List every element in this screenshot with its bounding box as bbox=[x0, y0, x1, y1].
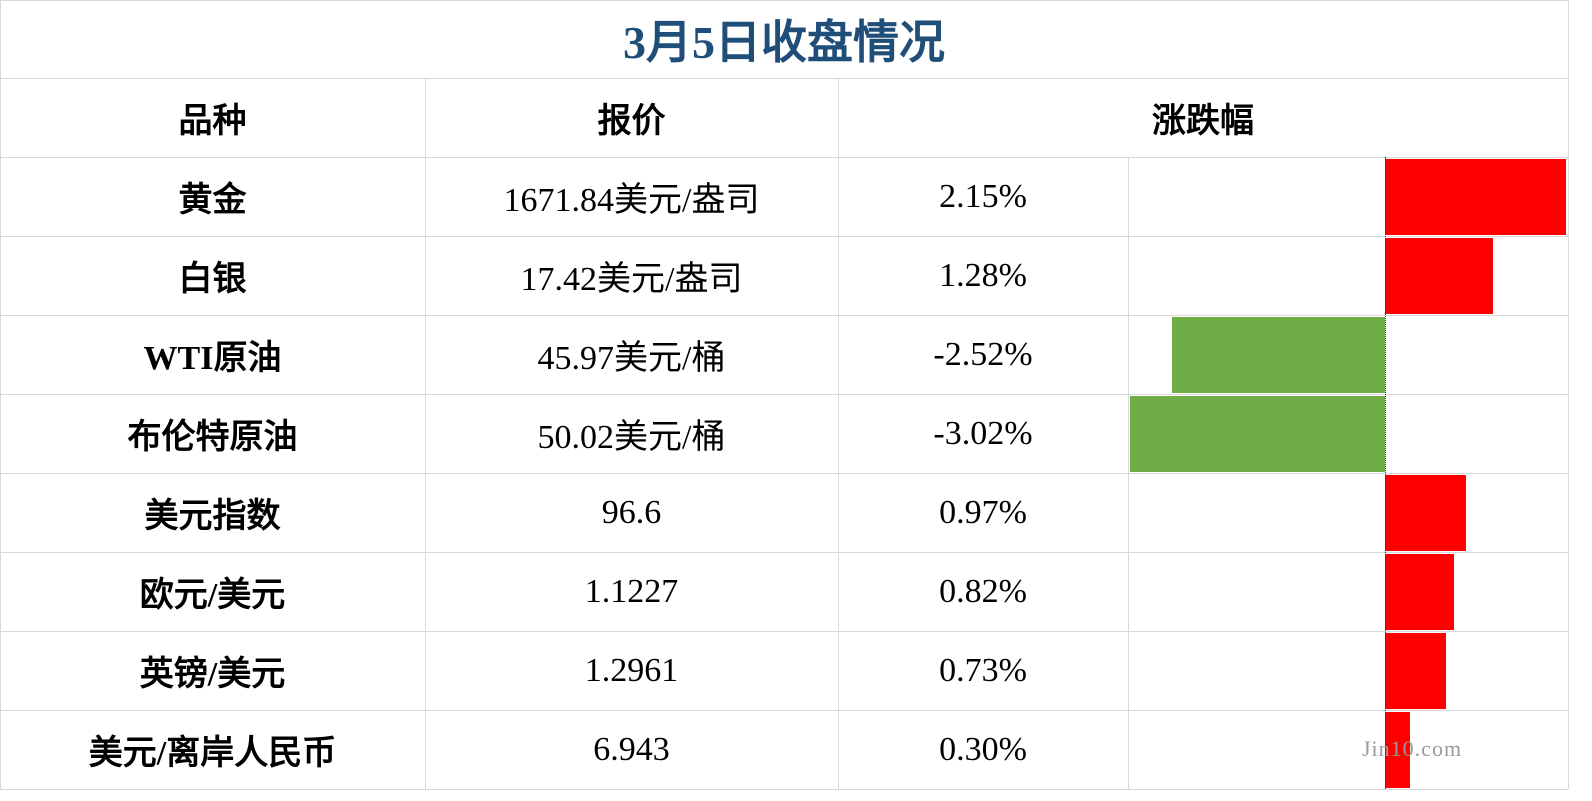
grid-line bbox=[0, 315, 1568, 316]
grid-line bbox=[0, 394, 1568, 395]
item-name: 白银 bbox=[178, 261, 247, 298]
item-name: 布伦特原油 bbox=[127, 419, 298, 456]
change-label: -2.52% bbox=[933, 335, 1033, 373]
grid-line bbox=[0, 473, 1568, 474]
grid-line bbox=[0, 0, 1, 789]
change-label: 1.28% bbox=[939, 256, 1027, 294]
grid-line bbox=[0, 631, 1568, 632]
data-bar bbox=[1384, 475, 1467, 551]
change-label: 0.97% bbox=[939, 493, 1027, 531]
price: 1671.84美元/盎司 bbox=[503, 182, 760, 219]
grid-line bbox=[0, 710, 1568, 711]
item-name: 英镑/美元 bbox=[139, 656, 286, 693]
grid-line bbox=[1568, 0, 1569, 789]
grid-line bbox=[0, 78, 1568, 79]
grid-line bbox=[425, 78, 426, 789]
data-bar bbox=[1384, 712, 1410, 788]
grid-line bbox=[0, 0, 1568, 1]
price: 96.6 bbox=[601, 493, 662, 531]
data-bar bbox=[1384, 238, 1493, 314]
change-label: -3.02% bbox=[933, 414, 1033, 452]
grid-line bbox=[1128, 157, 1129, 789]
price: 45.97美元/桶 bbox=[537, 340, 726, 377]
grid-line bbox=[838, 78, 839, 789]
column-header: 报价 bbox=[597, 103, 666, 140]
grid-line bbox=[0, 236, 1568, 237]
item-name: 欧元/美元 bbox=[139, 577, 286, 614]
title: 3月5日收盘情况 bbox=[623, 17, 945, 68]
data-bar bbox=[1130, 396, 1385, 472]
price: 17.42美元/盎司 bbox=[520, 261, 743, 298]
data-bar bbox=[1384, 633, 1447, 709]
column-header: 品种 bbox=[178, 103, 247, 140]
price: 1.2961 bbox=[584, 651, 679, 689]
grid-line bbox=[0, 157, 1568, 158]
watermark: Jin10.com bbox=[1362, 736, 1463, 761]
item-name: 美元/离岸人民币 bbox=[88, 735, 337, 772]
item-name: 黄金 bbox=[178, 182, 247, 219]
item-name: WTI原油 bbox=[143, 340, 282, 377]
change-label: 2.15% bbox=[939, 177, 1027, 215]
price: 6.943 bbox=[593, 730, 670, 768]
zero-axis bbox=[1384, 157, 1386, 789]
data-bar bbox=[1172, 317, 1385, 393]
change-label: 0.82% bbox=[939, 572, 1027, 610]
data-bar bbox=[1384, 554, 1454, 630]
change-label: 0.30% bbox=[939, 730, 1027, 768]
column-header: 涨跌幅 bbox=[1152, 103, 1254, 140]
price: 50.02美元/桶 bbox=[537, 419, 726, 456]
grid-line bbox=[0, 789, 1568, 790]
grid-line bbox=[0, 552, 1568, 553]
item-name: 美元指数 bbox=[144, 498, 281, 535]
change-label: 0.73% bbox=[939, 651, 1027, 689]
data-bar bbox=[1384, 159, 1566, 235]
price: 1.1227 bbox=[584, 572, 679, 610]
